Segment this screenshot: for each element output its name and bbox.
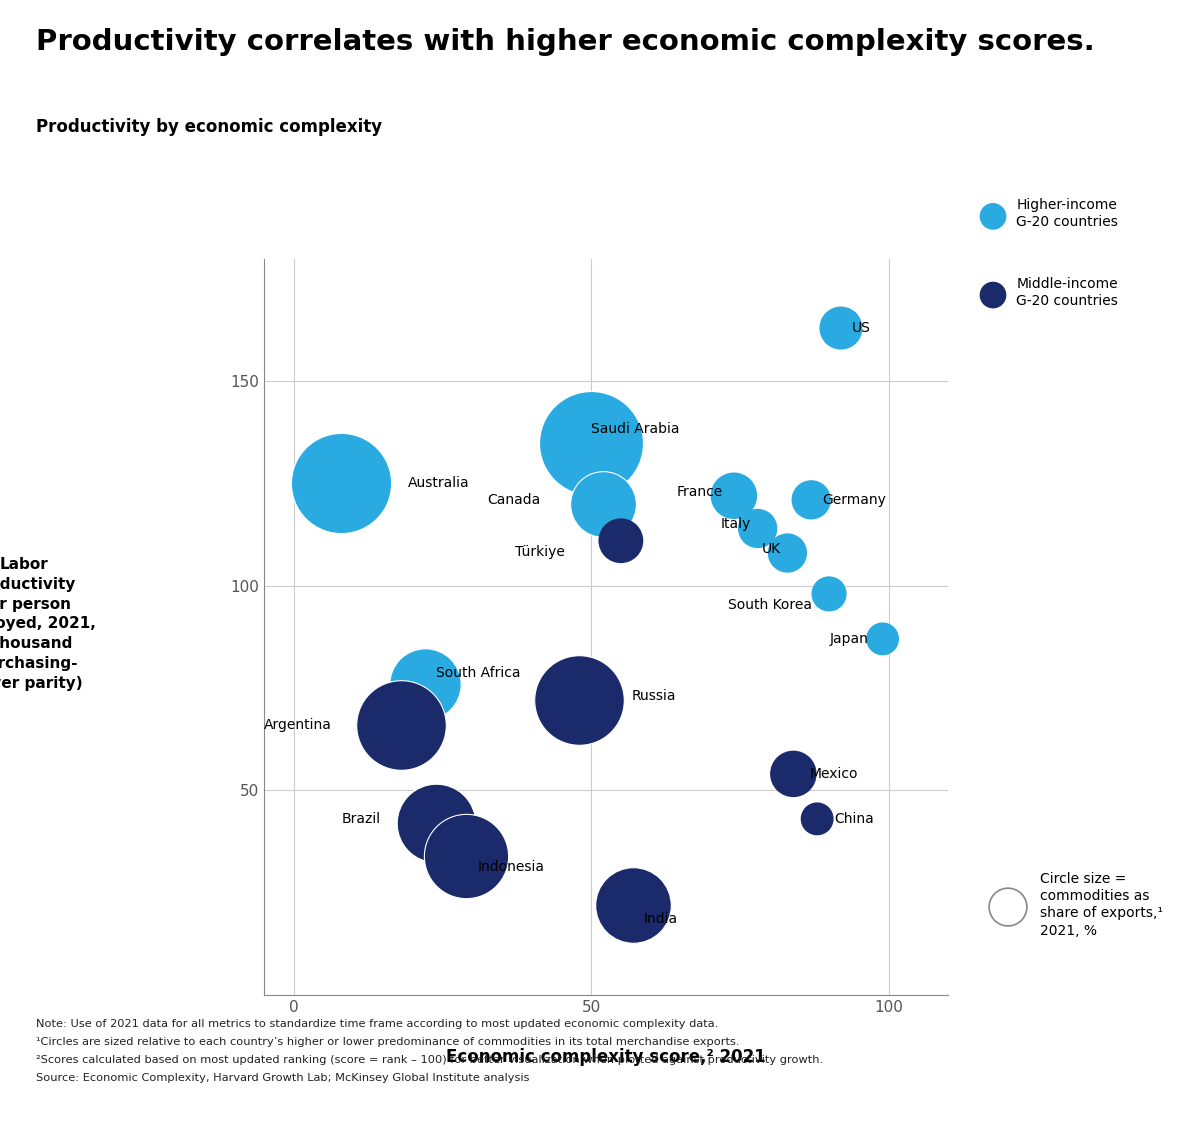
Point [808,810,827,828]
Text: China: China [834,812,874,826]
Text: Source: Economic Complexity, Harvard Growth Lab; McKinsey Global Institute analy: Source: Economic Complexity, Harvard Gro… [36,1073,529,1084]
Text: Higher-income
G-20 countries: Higher-income G-20 countries [1016,198,1118,229]
Text: Middle-income
G-20 countries: Middle-income G-20 countries [1016,277,1118,308]
Text: UK: UK [761,542,780,556]
Point [331,474,350,492]
Text: Circle size =
commodities as
share of exports,¹
2021, %: Circle size = commodities as share of ex… [1040,872,1164,937]
Point [570,691,589,709]
Text: France: France [677,484,722,499]
Point [802,491,821,509]
Text: US: US [852,321,871,335]
Text: Indonesia: Indonesia [478,860,545,873]
Point [623,896,642,914]
Point [820,584,839,602]
Point [582,434,601,452]
Point [748,519,767,537]
Point [415,674,434,692]
Point [778,544,797,562]
Text: Note: Use of 2021 data for all metrics to standardize time frame according to mo: Note: Use of 2021 data for all metrics t… [36,1019,719,1030]
Point [832,319,851,337]
Text: Australia: Australia [408,477,469,490]
Point [725,487,744,505]
Point [594,495,613,513]
Text: South Africa: South Africa [436,665,521,680]
Point [872,629,892,647]
Text: India: India [644,912,678,926]
Text: Brazil: Brazil [342,812,380,826]
Text: Economic complexity score,² 2021: Economic complexity score,² 2021 [446,1048,766,1066]
Text: ¹Circles are sized relative to each country’s higher or lower predominance of co: ¹Circles are sized relative to each coun… [36,1037,739,1048]
Text: Productivity by economic complexity: Productivity by economic complexity [36,118,382,136]
Text: Canada: Canada [487,492,540,507]
Text: South Korea: South Korea [728,598,812,613]
Text: Germany: Germany [822,492,886,507]
Text: Russia: Russia [632,689,677,704]
Text: Türkiye: Türkiye [516,545,565,559]
Text: Productivity correlates with higher economic complexity scores.: Productivity correlates with higher econ… [36,28,1094,56]
Text: Japan: Japan [830,632,869,646]
Text: Italy: Italy [720,517,751,532]
Point [784,764,803,782]
Point [427,814,446,832]
Circle shape [980,203,1006,229]
Text: Mexico: Mexico [810,767,858,781]
Text: ²Scores calculated based on most updated ranking (score = rank – 100) for better: ²Scores calculated based on most updated… [36,1055,823,1066]
Point [391,716,410,734]
Circle shape [980,282,1006,308]
Point [611,532,630,550]
Point [457,846,476,864]
Text: Saudi Arabia: Saudi Arabia [592,422,679,436]
Text: Argentina: Argentina [264,718,331,732]
Text: Labor
productivity
per person
employed, 2021,
$ thousand
(purchasing-
power pari: Labor productivity per person employed, … [0,556,96,691]
